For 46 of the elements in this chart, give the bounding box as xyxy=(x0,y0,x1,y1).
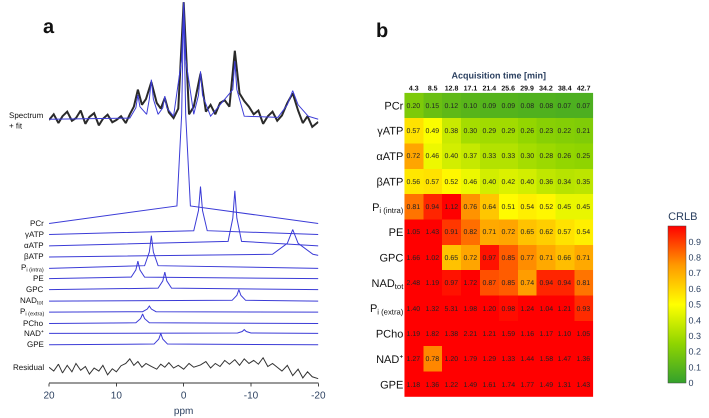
y-tick-label: GPE xyxy=(380,379,404,392)
y-tick-label: PE xyxy=(388,227,404,240)
y-tick-label: PCho xyxy=(376,328,404,341)
y-tick-label: GPC xyxy=(380,252,404,264)
y-tick-label: βATP xyxy=(376,176,404,188)
y-tick-label: P$_{i (intra)}$ xyxy=(372,202,404,216)
series-label: Residual xyxy=(13,363,44,372)
color-bar-label: 0.4 xyxy=(688,315,702,326)
x-tick-label: 10 xyxy=(110,390,122,402)
y-tick-label: P$_{i (extra)}$ xyxy=(370,303,404,317)
color-bar-label: 0.2 xyxy=(688,346,702,357)
y-tick-label: PCr xyxy=(384,100,404,112)
color-bar-title: CRLB xyxy=(668,210,698,223)
x-tick-label: 0 xyxy=(180,390,187,402)
color-bar-label: 0.6 xyxy=(688,284,702,294)
x-axis-title: Acquisition time [min] xyxy=(451,70,546,81)
y-tick-label: NAD⁺ xyxy=(376,354,404,366)
series-label: PCr xyxy=(30,219,44,228)
y-tick-label: γATP xyxy=(377,126,404,138)
series-label: PCho xyxy=(23,319,44,328)
color-bar-label: 0.3 xyxy=(688,330,702,341)
series-label: NAD$_{tot}$ xyxy=(20,296,44,307)
color-bar-label: 0.9 xyxy=(688,236,702,247)
series-label: βATP xyxy=(24,252,44,261)
series-label: P$_{i (intra)}$ xyxy=(21,263,44,274)
y-tick-label: αATP xyxy=(376,151,404,164)
y-tick-label: NAD$_{tot}$ xyxy=(372,278,404,292)
series-label: αATP xyxy=(24,241,44,250)
series-label: NAD⁺ xyxy=(24,329,44,338)
color-bar-label: 0.5 xyxy=(688,300,702,310)
text: a xyxy=(43,16,55,38)
x-tick-label: -20 xyxy=(311,390,326,402)
series-label: GPE xyxy=(27,340,44,349)
series-label: P$_{i (extra)}$ xyxy=(20,307,44,318)
color-bar-label: 0.7 xyxy=(688,268,702,278)
color-bar-label: 0.8 xyxy=(688,252,702,262)
series-label: γATP xyxy=(25,230,44,239)
color-bar-label: 0 xyxy=(688,378,694,388)
x-tick-label: 20 xyxy=(43,390,56,402)
color-bar-label: 0.1 xyxy=(688,362,702,372)
series-label: Spectrum + fit xyxy=(9,111,44,130)
series-label: GPC xyxy=(26,285,44,294)
chart-title: b xyxy=(376,20,388,42)
x-axis-title: ppm xyxy=(174,406,194,417)
x-tick-label: -10 xyxy=(244,390,259,402)
series-label: PE xyxy=(33,274,44,283)
